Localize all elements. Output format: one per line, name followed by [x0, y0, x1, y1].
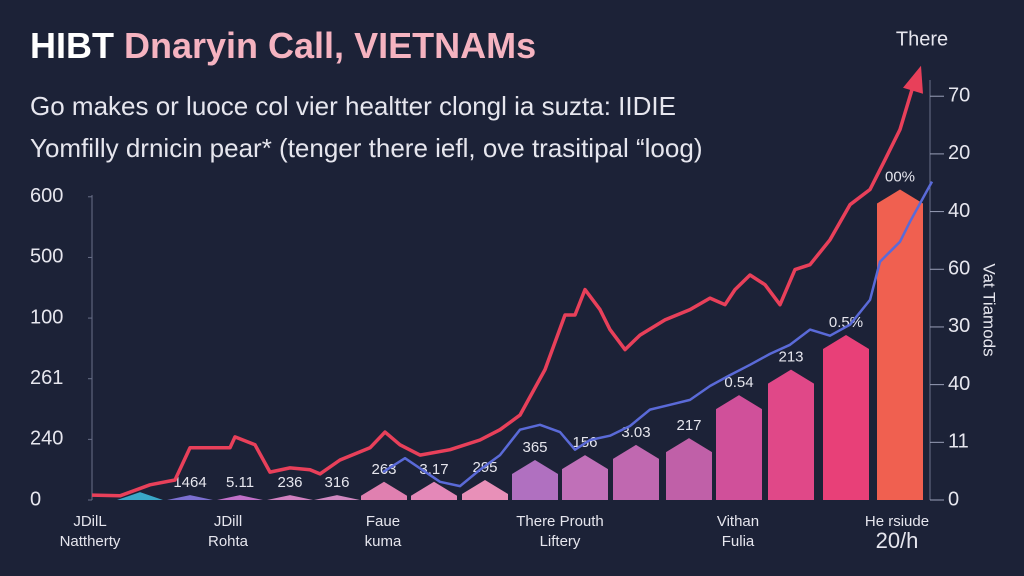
title-text: Dnaryin Call, VIETNAMs	[124, 25, 536, 66]
y-tick-label: 600	[30, 185, 63, 207]
y-tick-label: 100	[30, 306, 63, 328]
y-tick-label: 240	[30, 428, 63, 450]
x-tick-label: Faue	[366, 513, 400, 530]
x-tick-label: Rohta	[208, 533, 249, 550]
y2-axis-label: Vat Tiamods	[980, 263, 999, 356]
bar	[823, 335, 869, 500]
bar-label: 5.11	[226, 474, 254, 491]
bar-label: 217	[676, 417, 701, 434]
bar	[562, 455, 608, 500]
annotation: There	[896, 28, 948, 50]
bar-label: 0.54	[724, 374, 753, 391]
y2-tick-label: 11	[948, 431, 969, 453]
bar-label: 1464	[173, 474, 206, 491]
title-lead: HIBT	[30, 25, 114, 66]
bar	[117, 492, 163, 500]
bar	[167, 495, 213, 500]
x-tick-label: JDill	[214, 513, 242, 530]
bar	[877, 189, 923, 500]
y2-tick-label: 30	[948, 315, 970, 337]
bar	[217, 495, 263, 500]
bar-label: 365	[522, 439, 547, 456]
line	[382, 180, 934, 488]
bar	[462, 479, 508, 500]
x-tick-label: Nattherty	[60, 533, 121, 550]
y2-tick-label: 40	[948, 373, 970, 395]
bar-label: 3.17	[419, 461, 448, 478]
y2-tick-label: 0	[948, 488, 959, 510]
bar	[716, 395, 762, 500]
bar	[361, 481, 407, 500]
y-tick-label: 0	[30, 488, 41, 510]
bar	[512, 459, 558, 500]
y2-tick-label: 70	[948, 85, 970, 107]
bar-label: 3.03	[621, 424, 650, 441]
x-tick-label: He rsiude	[865, 513, 929, 530]
line	[91, 79, 917, 498]
x-tick-label: Fulia	[722, 533, 755, 550]
bar-label: 316	[324, 474, 349, 491]
x-tick-label: Liftery	[540, 533, 581, 550]
x-tick-label: JDilL	[73, 513, 106, 530]
x-tick-label: 20/h	[876, 528, 919, 553]
y-tick-label: 500	[30, 246, 63, 268]
chart-title: HIBT Dnaryin Call, VIETNAMs	[30, 25, 536, 66]
bar-label: 236	[277, 474, 302, 491]
bar	[267, 495, 313, 500]
bar-label: 213	[778, 349, 803, 366]
bar	[411, 481, 457, 500]
y-tick-label: 261	[30, 367, 63, 389]
bar	[666, 438, 712, 500]
y2-tick-label: 20	[948, 142, 970, 164]
x-tick-label: Vithan	[717, 513, 759, 530]
x-tick-label: kuma	[365, 533, 402, 550]
bar-label: 263	[371, 461, 396, 478]
bar	[314, 495, 360, 500]
x-tick-label: There Prouth	[516, 513, 604, 530]
subtitle: Yomfilly drnicin pear* (tenger there ief…	[30, 133, 702, 163]
bar	[768, 369, 814, 500]
subtitle: Go makes or luoce col vier healtter clon…	[30, 91, 676, 121]
y2-tick-label: 40	[948, 200, 970, 222]
y2-tick-label: 60	[948, 258, 970, 280]
bar	[613, 444, 659, 500]
bar-label: 00%	[885, 168, 915, 185]
arrow-head	[903, 65, 923, 94]
